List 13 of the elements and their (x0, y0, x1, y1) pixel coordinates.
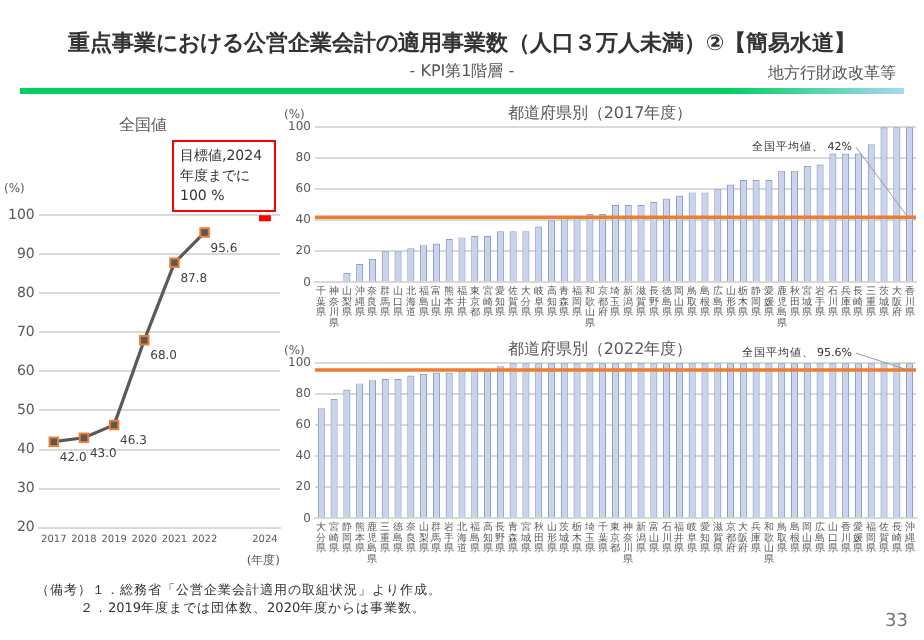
point (78, 432, 90, 444)
text: 地方行財政改革等 (768, 62, 896, 84)
point (199, 227, 210, 238)
text: - KPI第1階層 - (409, 62, 515, 80)
point (139, 334, 150, 346)
text: 重点事業における公営企業会計の適用事業数（人口３万人未満）②【簡易水道】 (65, 28, 859, 58)
text: 33 (885, 612, 908, 632)
point (169, 257, 180, 269)
chart-title: 都道府県別（2022年度） (507, 339, 693, 358)
chart-title: 都道府県別（2017年度） (507, 103, 693, 122)
point (48, 436, 60, 447)
chart-title: 全国値 (119, 115, 167, 134)
point (108, 419, 120, 431)
